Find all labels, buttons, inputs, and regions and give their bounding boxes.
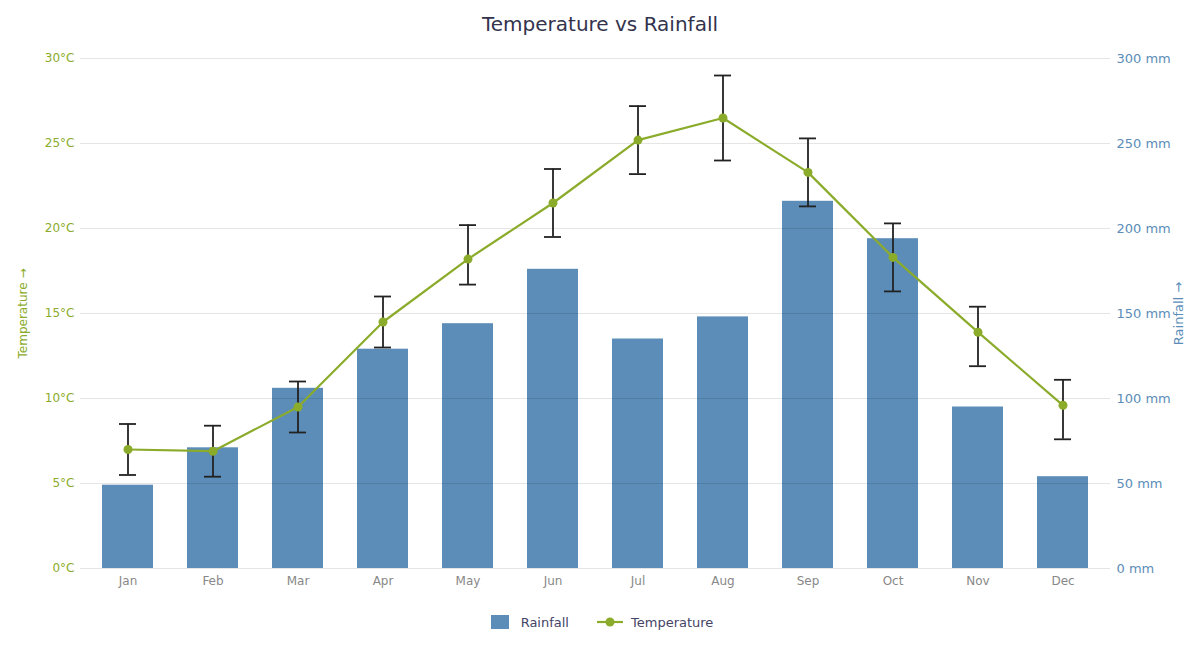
svg-text:Dec: Dec — [1051, 574, 1074, 588]
svg-text:25°C: 25°C — [45, 136, 75, 150]
html-text:Temperature vs Rainfall: Temperature vs Rainfall — [482, 12, 718, 36]
svg-text:Temperature →: Temperature → — [16, 269, 30, 360]
svg-text:150 mm: 150 mm — [1117, 306, 1171, 321]
svg-text:Mar: Mar — [287, 574, 310, 588]
svg-text:Feb: Feb — [202, 574, 223, 588]
svg-text:Aug: Aug — [711, 574, 734, 588]
svg-text:100 mm: 100 mm — [1117, 391, 1171, 406]
svg-text:20°C: 20°C — [45, 221, 75, 235]
html-text:Rainfall: Rainfall — [520, 614, 569, 630]
svg-text:Sep: Sep — [797, 574, 820, 588]
svg-text:10°C: 10°C — [45, 391, 75, 405]
svg-text:5°C: 5°C — [52, 476, 74, 490]
svg-text:Apr: Apr — [373, 574, 394, 588]
svg-text:30°C: 30°C — [45, 51, 75, 65]
svg-text:Jul: Jul — [630, 574, 645, 588]
svg-text:Jan: Jan — [118, 574, 138, 588]
svg-text:Nov: Nov — [966, 574, 989, 588]
svg-text:200 mm: 200 mm — [1117, 221, 1171, 236]
svg-text:Rainfall →: Rainfall → — [1171, 282, 1186, 345]
svg-text:50 mm: 50 mm — [1117, 476, 1163, 491]
svg-text:250 mm: 250 mm — [1117, 136, 1171, 151]
svg-text:0 mm: 0 mm — [1117, 561, 1155, 576]
svg-text:15°C: 15°C — [45, 306, 75, 320]
svg-text:300 mm: 300 mm — [1117, 51, 1171, 66]
html-text:Temperature: Temperature — [631, 614, 714, 630]
svg-text:Oct: Oct — [883, 574, 904, 588]
svg-text:0°C: 0°C — [52, 561, 74, 575]
svg-text:May: May — [456, 574, 481, 588]
svg-text:Jun: Jun — [543, 574, 563, 588]
